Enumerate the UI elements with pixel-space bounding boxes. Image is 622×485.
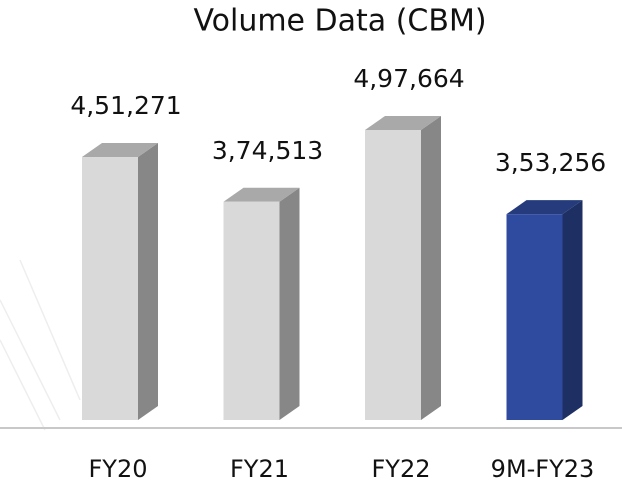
data-label: 3,53,256 [495, 148, 606, 177]
bar-top [82, 143, 158, 158]
bar-top [223, 187, 300, 202]
x-tick-label: FY20 [88, 455, 147, 483]
decor-line [19, 259, 81, 401]
x-tick-label: FY22 [371, 455, 430, 483]
bar-side [562, 200, 583, 420]
bar [223, 201, 280, 420]
bar [506, 214, 563, 420]
bar-side [421, 116, 441, 420]
data-label: 4,51,271 [70, 91, 181, 120]
bar-side [279, 187, 300, 420]
data-label: 3,74,513 [212, 136, 323, 165]
bar-top [365, 116, 441, 130]
data-label: 4,97,664 [353, 64, 464, 93]
bar-top [506, 200, 583, 215]
background-lines [0, 259, 81, 431]
bar-side [138, 143, 158, 420]
x-tick-label: 9M-FY23 [491, 455, 595, 483]
x-tick-label: FY21 [230, 455, 289, 483]
bar [365, 130, 421, 420]
decor-line [0, 299, 61, 421]
decor-line [0, 339, 46, 431]
bar [82, 157, 138, 420]
chart-title: Volume Data (CBM) [193, 4, 486, 39]
